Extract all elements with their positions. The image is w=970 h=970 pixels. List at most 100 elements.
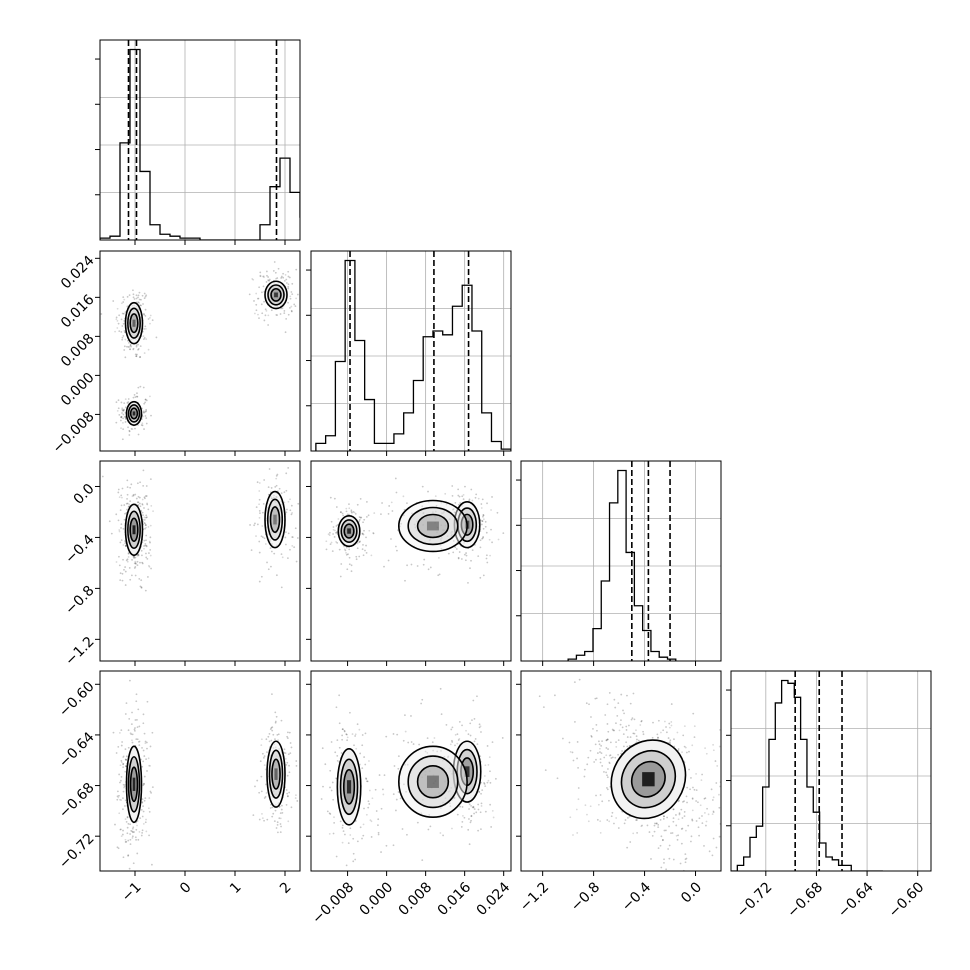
sample-point bbox=[434, 517, 437, 520]
sample-point bbox=[120, 776, 123, 778]
sample-point bbox=[365, 544, 367, 547]
sample-point bbox=[144, 410, 147, 413]
sample-point bbox=[142, 784, 145, 787]
sample-point bbox=[467, 733, 470, 736]
sample-point bbox=[255, 535, 257, 537]
sample-point bbox=[710, 788, 713, 791]
sample-point bbox=[632, 692, 635, 695]
sample-point bbox=[480, 523, 483, 526]
sample-point bbox=[354, 512, 357, 515]
sample-point bbox=[115, 752, 118, 754]
sample-point bbox=[139, 561, 141, 564]
sample-point bbox=[117, 399, 120, 402]
sample-point bbox=[363, 529, 365, 532]
sample-point bbox=[712, 837, 715, 840]
sample-point bbox=[401, 828, 404, 830]
sample-point bbox=[349, 827, 352, 830]
sample-point bbox=[364, 732, 367, 735]
sample-point bbox=[434, 510, 437, 513]
sample-point bbox=[136, 718, 138, 721]
sample-point bbox=[359, 752, 362, 755]
sample-point bbox=[395, 491, 398, 494]
sample-point bbox=[125, 559, 128, 562]
sample-point bbox=[267, 486, 270, 489]
sample-point bbox=[284, 757, 287, 760]
sample-point bbox=[122, 808, 124, 811]
sample-point bbox=[289, 297, 292, 300]
sample-point bbox=[590, 716, 592, 718]
sample-point bbox=[412, 743, 415, 745]
sample-point bbox=[615, 722, 617, 725]
sample-point bbox=[690, 777, 692, 779]
sample-point bbox=[595, 758, 597, 761]
sample-point bbox=[123, 349, 126, 351]
sample-point bbox=[450, 532, 452, 534]
sample-point bbox=[724, 742, 726, 744]
sample-point bbox=[353, 511, 356, 514]
sample-point bbox=[276, 823, 279, 826]
sample-point bbox=[149, 478, 152, 481]
sample-point bbox=[451, 485, 454, 487]
sample-point bbox=[468, 818, 470, 820]
sample-point bbox=[365, 778, 368, 780]
sample-point bbox=[131, 827, 134, 830]
sample-point bbox=[725, 830, 727, 832]
sample-point bbox=[118, 794, 120, 797]
sample-point bbox=[287, 557, 289, 560]
sample-point bbox=[135, 693, 138, 696]
sample-point bbox=[253, 300, 255, 302]
sample-point bbox=[491, 541, 493, 544]
sample-point bbox=[622, 745, 625, 748]
sample-point bbox=[586, 813, 588, 816]
sample-point bbox=[130, 345, 132, 348]
sample-point bbox=[457, 557, 460, 560]
sample-point bbox=[471, 499, 474, 502]
sample-point bbox=[137, 424, 139, 427]
sample-point bbox=[706, 807, 708, 810]
sample-point bbox=[142, 312, 145, 315]
sample-point bbox=[138, 502, 141, 505]
sample-point bbox=[648, 831, 651, 833]
sample-point bbox=[284, 752, 287, 755]
x-tick-label: 0.008 bbox=[396, 879, 436, 919]
sample-point bbox=[275, 574, 278, 577]
sample-point bbox=[697, 801, 699, 804]
x-tick-label: −0.8 bbox=[568, 879, 603, 914]
sample-point bbox=[402, 514, 405, 517]
sample-point bbox=[461, 820, 464, 823]
sample-point bbox=[553, 694, 556, 697]
sample-point bbox=[278, 806, 281, 808]
sample-point bbox=[617, 739, 620, 742]
sample-point bbox=[135, 700, 138, 703]
sample-point bbox=[254, 522, 256, 525]
sample-point bbox=[122, 790, 125, 793]
sample-point bbox=[140, 549, 143, 552]
sample-point bbox=[341, 824, 344, 827]
sample-point bbox=[491, 741, 494, 744]
sample-point bbox=[100, 313, 103, 315]
sample-point bbox=[330, 741, 333, 743]
sample-point bbox=[145, 516, 147, 519]
sample-point bbox=[595, 794, 597, 797]
sample-point bbox=[127, 729, 130, 732]
sample-point bbox=[637, 739, 640, 742]
sample-point bbox=[333, 497, 336, 500]
sample-point bbox=[118, 330, 121, 332]
sample-point bbox=[135, 294, 138, 297]
sample-point bbox=[469, 734, 472, 737]
sample-point bbox=[362, 823, 365, 826]
sample-point bbox=[618, 729, 621, 732]
sample-point bbox=[115, 561, 118, 563]
sample-point bbox=[642, 730, 644, 733]
sample-point bbox=[642, 733, 645, 736]
sample-point bbox=[270, 565, 272, 568]
sample-point bbox=[275, 277, 277, 280]
sample-point bbox=[145, 539, 147, 542]
sample-point bbox=[354, 733, 357, 736]
sample-point bbox=[142, 514, 144, 517]
sample-point bbox=[451, 726, 454, 729]
sample-point bbox=[688, 750, 690, 753]
sample-point bbox=[330, 541, 333, 544]
sample-point bbox=[439, 687, 442, 690]
sample-point bbox=[278, 487, 281, 490]
